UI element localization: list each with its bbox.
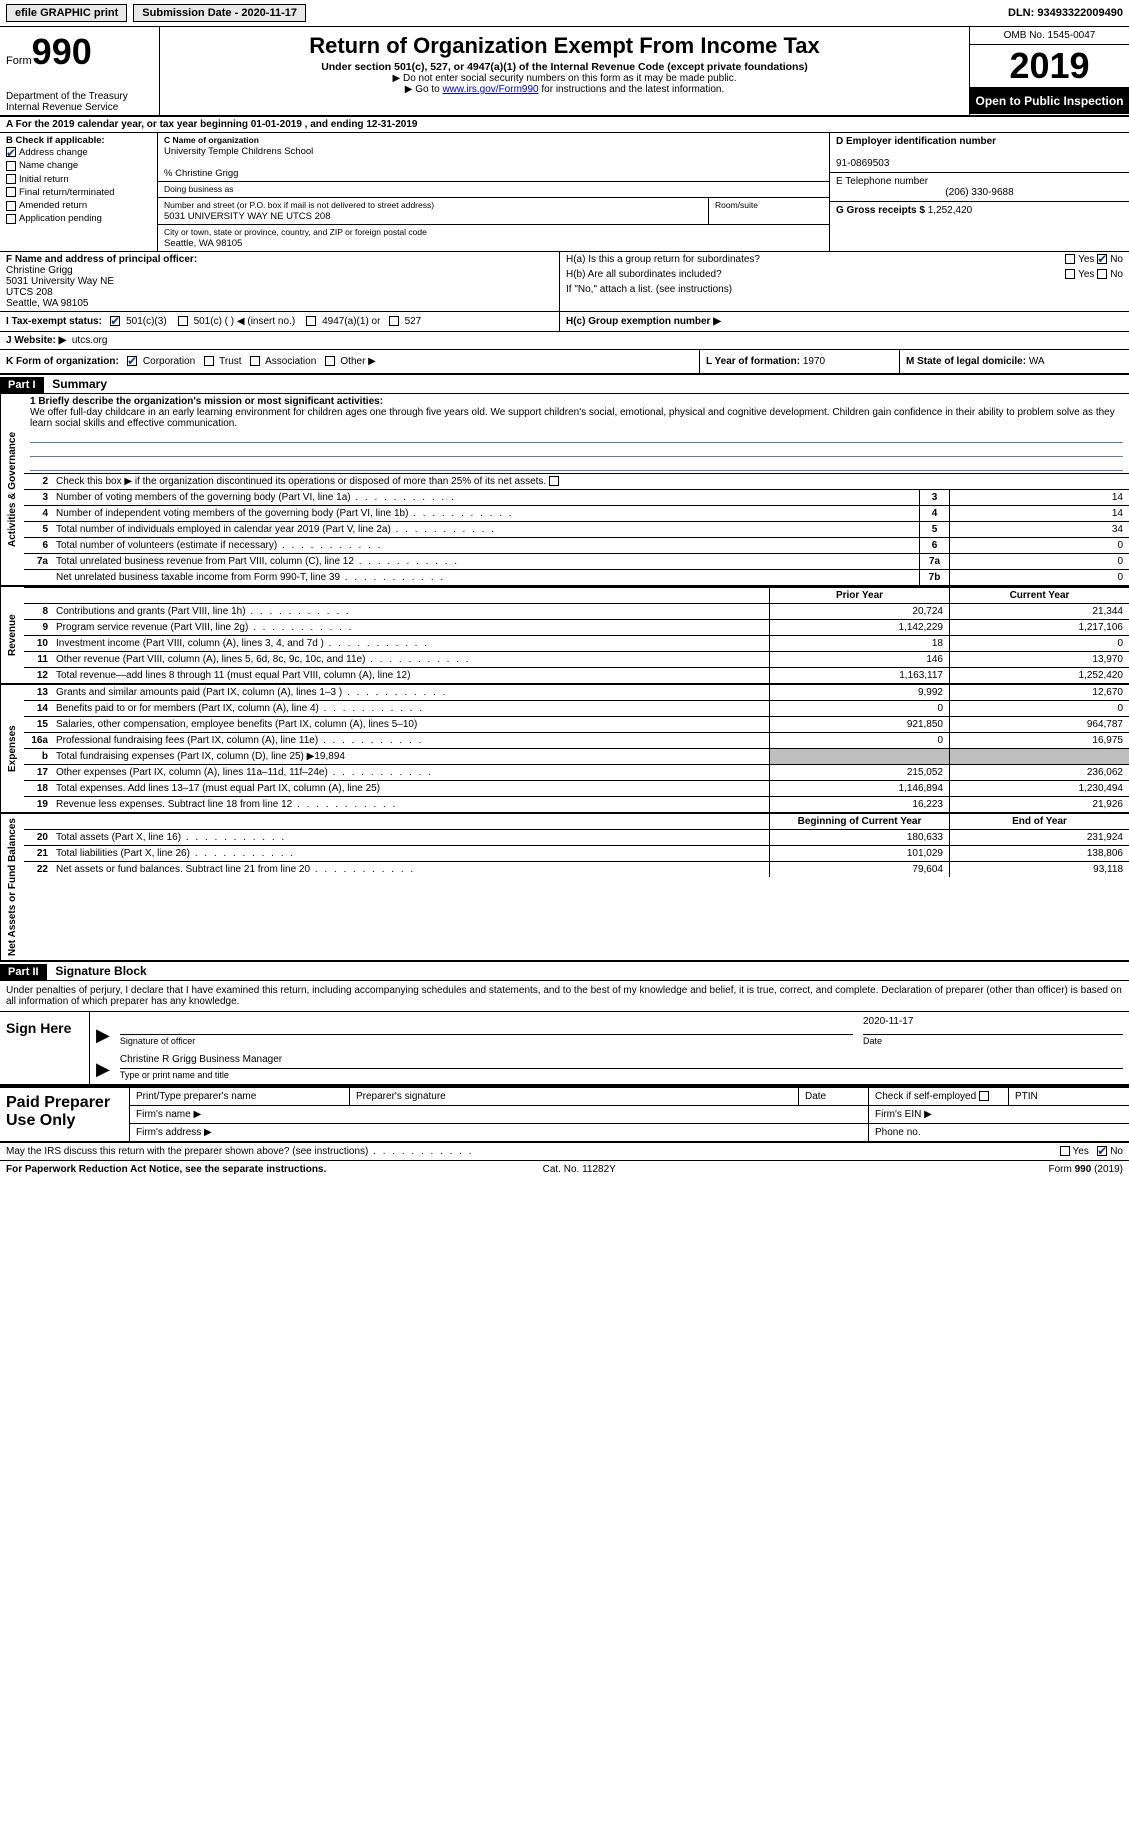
part2-header: Part II Signature Block bbox=[0, 962, 1129, 981]
vtab-revenue: Revenue bbox=[0, 587, 24, 683]
chk-trust[interactable] bbox=[204, 356, 214, 366]
irs-link[interactable]: www.irs.gov/Form990 bbox=[442, 84, 538, 95]
row-exempt: I Tax-exempt status: 501(c)(3) 501(c) ( … bbox=[0, 312, 1129, 332]
v6: 0 bbox=[949, 538, 1129, 553]
col-c-org-info: C Name of organization University Temple… bbox=[158, 133, 829, 251]
signature-block: Under penalties of perjury, I declare th… bbox=[0, 981, 1129, 1086]
chk-name-change[interactable]: Name change bbox=[6, 159, 151, 172]
form-number: Form990 bbox=[6, 31, 153, 73]
form-subtitle: Under section 501(c), 527, or 4947(a)(1)… bbox=[166, 61, 963, 73]
discuss-row: May the IRS discuss this return with the… bbox=[0, 1143, 1129, 1161]
v7b: 0 bbox=[949, 570, 1129, 585]
city-state-zip: Seattle, WA 98105 bbox=[164, 238, 242, 249]
footer: For Paperwork Reduction Act Notice, see … bbox=[0, 1161, 1129, 1178]
dln: DLN: 93493322009490 bbox=[1008, 7, 1123, 19]
open-to-public: Open to Public Inspection bbox=[970, 88, 1129, 114]
chk-corp[interactable] bbox=[127, 356, 137, 366]
sig-date: 2020-11-17 bbox=[863, 1016, 1123, 1034]
vtab-expenses: Expenses bbox=[0, 685, 24, 812]
group-return: H(a) Is this a group return for subordin… bbox=[560, 252, 1129, 311]
chk-self-employed[interactable] bbox=[979, 1091, 989, 1101]
sign-here-label: Sign Here bbox=[0, 1012, 90, 1084]
tax-year: 2019 bbox=[970, 45, 1129, 88]
chk-discontinued[interactable] bbox=[549, 476, 559, 486]
principal-officer: F Name and address of principal officer:… bbox=[0, 252, 560, 311]
chk-other[interactable] bbox=[325, 356, 335, 366]
v4: 14 bbox=[949, 506, 1129, 521]
row-fh: F Name and address of principal officer:… bbox=[0, 252, 1129, 312]
chk-527[interactable] bbox=[389, 316, 399, 326]
form-header: Form990 Department of the Treasury Inter… bbox=[0, 27, 1129, 117]
year-formation: 1970 bbox=[803, 356, 825, 367]
ein: 91-0869503 bbox=[836, 158, 889, 169]
officer-name: Christine R Grigg Business Manager bbox=[120, 1054, 1123, 1068]
chk-4947[interactable] bbox=[306, 316, 316, 326]
part1-header: Part I Summary bbox=[0, 375, 1129, 394]
mission: 1 Briefly describe the organization's mi… bbox=[24, 394, 1129, 473]
dept-treasury: Department of the Treasury bbox=[6, 91, 153, 102]
chk-final-return[interactable]: Final return/terminated bbox=[6, 186, 151, 199]
gross-receipts: 1,252,420 bbox=[928, 205, 973, 216]
col-d-ein-phone: D Employer identification number 91-0869… bbox=[829, 133, 1129, 251]
col-b-checkboxes: B Check if applicable: Address change Na… bbox=[0, 133, 158, 251]
chk-501c[interactable] bbox=[178, 316, 188, 326]
care-of: % Christine Grigg bbox=[164, 168, 238, 179]
v7a: 0 bbox=[949, 554, 1129, 569]
paid-preparer: Paid Preparer Use Only Print/Type prepar… bbox=[0, 1086, 1129, 1143]
website-row: J Website: ▶ utcs.org bbox=[0, 332, 1129, 350]
org-name: University Temple Childrens School bbox=[164, 146, 313, 157]
chk-discuss-no[interactable] bbox=[1097, 1146, 1107, 1156]
top-bar: efile GRAPHIC print Submission Date - 20… bbox=[0, 0, 1129, 27]
v5: 34 bbox=[949, 522, 1129, 537]
dept-irs: Internal Revenue Service bbox=[6, 102, 153, 113]
phone: (206) 330-9688 bbox=[836, 187, 1123, 198]
vtab-net-assets: Net Assets or Fund Balances bbox=[0, 814, 24, 960]
chk-assoc[interactable] bbox=[250, 356, 260, 366]
row-a-tax-year: A For the 2019 calendar year, or tax yea… bbox=[0, 117, 1129, 133]
arrow-icon: ▶ bbox=[96, 1059, 110, 1080]
chk-amended-return[interactable]: Amended return bbox=[6, 199, 151, 212]
submission-date-button[interactable]: Submission Date - 2020-11-17 bbox=[133, 4, 306, 22]
submission-date: 2020-11-17 bbox=[241, 7, 297, 19]
state-domicile: WA bbox=[1029, 356, 1045, 367]
submission-label: Submission Date - bbox=[142, 7, 241, 19]
ssn-note: ▶ Do not enter social security numbers o… bbox=[166, 73, 963, 84]
chk-501c3[interactable] bbox=[110, 316, 120, 326]
chk-address-change[interactable]: Address change bbox=[6, 146, 151, 159]
street-address: 5031 UNIVERSITY WAY NE UTCS 208 bbox=[164, 211, 331, 222]
omb-number: OMB No. 1545-0047 bbox=[970, 27, 1129, 45]
block-bcd: B Check if applicable: Address change Na… bbox=[0, 133, 1129, 252]
chk-application-pending[interactable]: Application pending bbox=[6, 212, 151, 225]
vtab-governance: Activities & Governance bbox=[0, 394, 24, 585]
arrow-icon: ▶ bbox=[96, 1025, 110, 1046]
v3: 14 bbox=[949, 490, 1129, 505]
form-title: Return of Organization Exempt From Incom… bbox=[166, 33, 963, 59]
goto-note: ▶ Go to www.irs.gov/Form990 for instruct… bbox=[166, 84, 963, 95]
row-k: K Form of organization: Corporation Trus… bbox=[0, 350, 1129, 375]
chk-discuss-yes[interactable] bbox=[1060, 1146, 1070, 1156]
website: utcs.org bbox=[72, 335, 108, 346]
efile-print-button[interactable]: efile GRAPHIC print bbox=[6, 4, 127, 22]
chk-initial-return[interactable]: Initial return bbox=[6, 173, 151, 186]
